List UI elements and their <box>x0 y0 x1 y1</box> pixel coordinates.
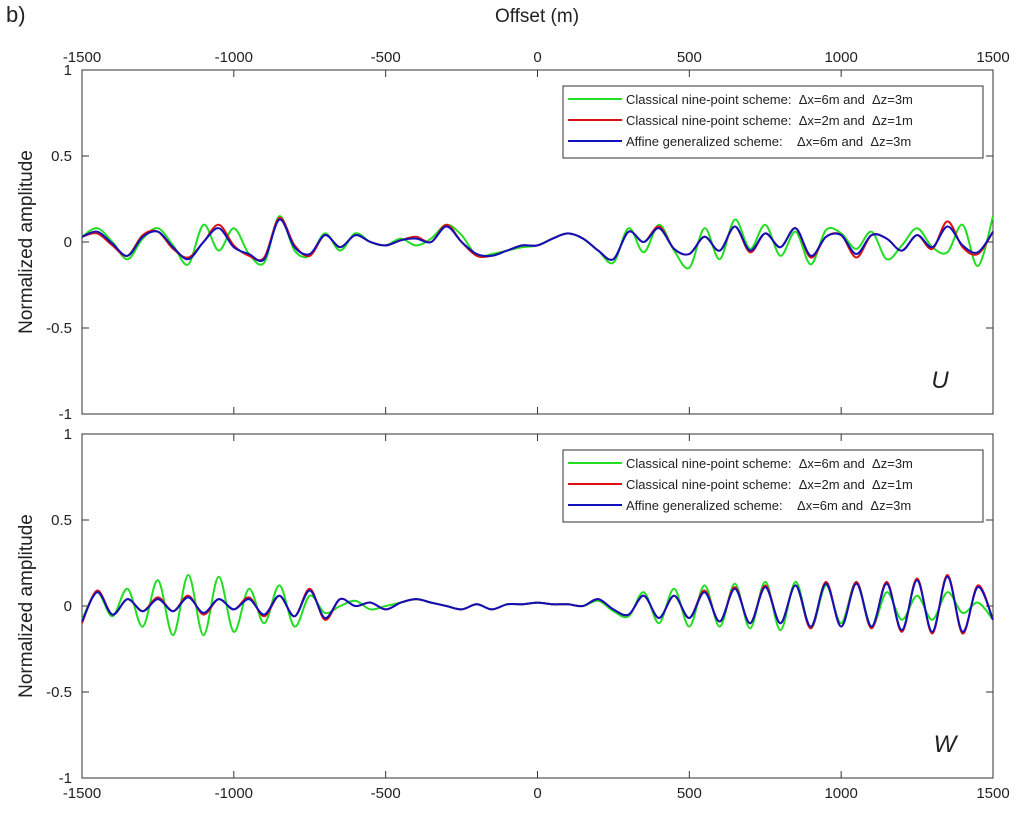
legend-label-green-u: Classical nine-point scheme: Δx=6m and Δ… <box>626 92 913 107</box>
legend-u: Classical nine-point scheme: Δx=6m and Δ… <box>562 85 984 159</box>
y-tick-label-u: 0.5 <box>51 148 72 165</box>
legend-label-blue-u: Affine generalized scheme: Δx=6m and Δz=… <box>626 134 911 149</box>
x-tick-label-top-u: 1500 <box>976 49 1009 66</box>
legend-label-green-w: Classical nine-point scheme: Δx=6m and Δ… <box>626 456 913 471</box>
x-tick-label-top-u: -1000 <box>215 49 253 66</box>
top-x-axis-title: Offset (m) <box>495 6 579 27</box>
y-tick-label-w: 0.5 <box>51 512 72 529</box>
series-layer-u <box>81 215 994 270</box>
component-label-u: U <box>931 367 949 394</box>
x-tick-label-w: -500 <box>371 785 401 802</box>
legend-box-w <box>562 449 984 523</box>
x-tick-label-top-u: 1000 <box>824 49 857 66</box>
legend-label-red-u: Classical nine-point scheme: Δx=2m and Δ… <box>626 113 913 128</box>
x-tick-label-top-u: 500 <box>677 49 702 66</box>
series-layer-w <box>81 574 994 637</box>
legend-label-red-w: Classical nine-point scheme: Δx=2m and Δ… <box>626 477 913 492</box>
x-tick-label-w: 1500 <box>976 785 1009 802</box>
component-label-w: W <box>934 731 959 758</box>
chart-panel-w: -1500 -1000 -500 0 500 1000 1500 -1 -0.5 0 0.5 1 Cl… <box>16 426 1010 802</box>
x-tick-label-top-u: -500 <box>371 49 401 66</box>
x-tick-label-w: 1000 <box>824 785 857 802</box>
y-tick-label-u: 1 <box>64 62 72 79</box>
y-tick-label-w: -1 <box>59 770 72 787</box>
legend-box-u <box>562 85 984 159</box>
legend-label-blue-w: Affine generalized scheme: Δx=6m and Δz=… <box>626 498 911 513</box>
ticks-w: -1500 -1000 -500 0 500 1000 1500 -1 -0.5 0 0.5 1 <box>46 426 1010 802</box>
x-tick-label-w: -1000 <box>215 785 253 802</box>
legend-w: Classical nine-point scheme: Δx=6m and Δ… <box>562 449 984 523</box>
y-tick-label-u: 0 <box>64 234 72 251</box>
y-axis-title-w: Normalized amplitude <box>16 514 37 698</box>
x-tick-label-w: 0 <box>533 785 541 802</box>
x-tick-label-w: -1500 <box>63 785 101 802</box>
y-axis-title-u: Normalized amplitude <box>16 150 37 334</box>
figure-label: b) <box>6 2 26 27</box>
series-line-blue-u <box>81 218 994 263</box>
y-tick-label-w: -0.5 <box>46 684 72 701</box>
x-tick-label-w: 500 <box>677 785 702 802</box>
x-tick-label-top-u: 0 <box>533 49 541 66</box>
y-tick-label-w: 1 <box>64 426 72 443</box>
y-tick-label-u: -1 <box>59 406 72 423</box>
ticks-u: -1500 -1000 -500 0 500 1000 1500 -1 -0.5 0 0.5 1 <box>46 49 1010 423</box>
series-line-blue-w <box>81 575 994 633</box>
y-tick-label-u: -0.5 <box>46 320 72 337</box>
y-tick-label-w: 0 <box>64 598 72 615</box>
chart-panel-u: -1500 -1000 -500 0 500 1000 1500 -1 -0.5 0 0.5 1 Cl… <box>16 49 1010 423</box>
x-tick-label-top-u: -1500 <box>63 49 101 66</box>
